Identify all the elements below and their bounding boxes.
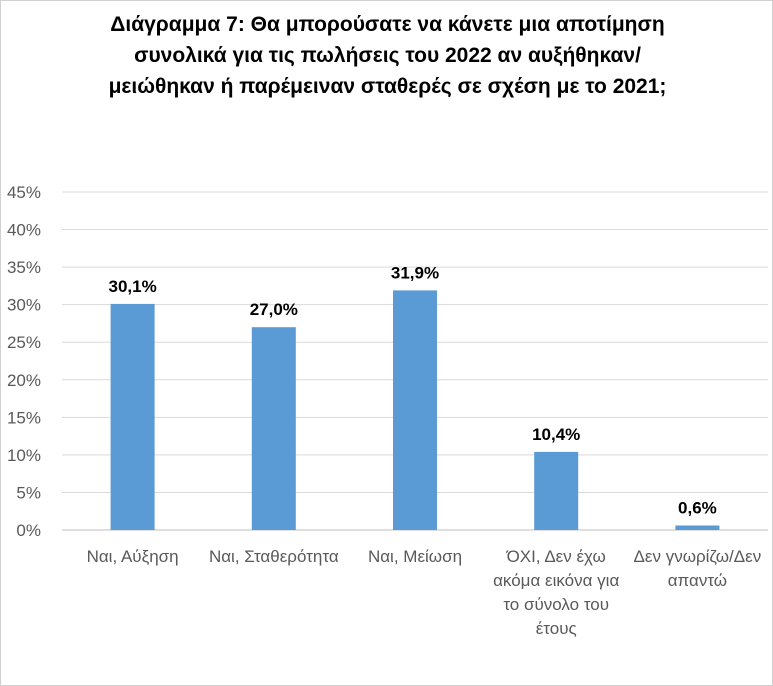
y-tick-label: 10% <box>7 446 41 465</box>
bar <box>534 451 579 530</box>
chart-title: Διάγραμμα 7: Θα μπορούσατε να κάνετε μια… <box>108 13 667 98</box>
category-label: Ναι, Σταθερότητα <box>208 547 339 566</box>
category-label: Ναι, Μείωση <box>367 547 463 566</box>
data-label: 0,6% <box>678 498 717 517</box>
data-label: 27,0% <box>250 300 298 319</box>
category-label: ΌΧΙ, Δεν έχω ακόμα εικόνα για το σύνολο … <box>493 547 620 638</box>
y-tick-label: 45% <box>7 183 41 202</box>
bar <box>251 327 296 530</box>
y-tick-label: 20% <box>7 371 41 390</box>
category-label: Δεν γνωρίζω/Δεν απαντώ <box>633 547 762 590</box>
y-tick-label: 15% <box>7 408 41 427</box>
y-tick-label: 25% <box>7 333 41 352</box>
bar <box>675 525 720 530</box>
bar <box>393 290 437 530</box>
data-label: 31,9% <box>391 263 439 282</box>
bar <box>110 303 155 530</box>
y-tick-label: 35% <box>7 258 41 277</box>
y-tick-label: 5% <box>16 483 41 502</box>
y-tick-label: 40% <box>7 221 41 240</box>
data-label: 10,4% <box>532 425 580 444</box>
y-tick-label: 0% <box>16 521 41 540</box>
category-label: Ναι, Αύξηση <box>86 547 179 566</box>
y-tick-label: 30% <box>7 296 41 315</box>
data-label: 30,1% <box>108 277 156 296</box>
